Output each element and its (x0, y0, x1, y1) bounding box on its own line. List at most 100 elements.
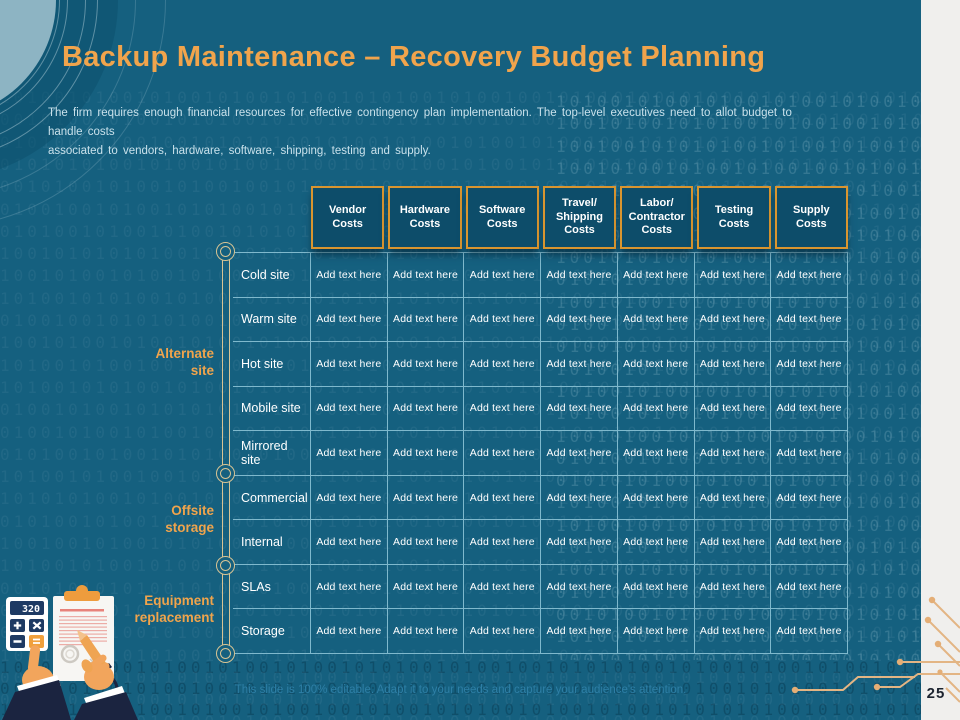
column-header-7: Supply Costs (774, 186, 848, 249)
table-cell-placeholder[interactable]: Add text here (694, 342, 772, 387)
table-cell-placeholder[interactable]: Add text here (771, 475, 848, 521)
timeline-line (222, 251, 230, 653)
budget-planning-illustration: 320 (2, 585, 138, 720)
row-label: Warm site (233, 297, 311, 343)
page-subtitle: The firm requires enough financial resou… (48, 104, 793, 161)
table-cell-placeholder[interactable]: Add text here (464, 386, 542, 432)
right-margin-strip (921, 0, 960, 720)
row-label: Internal (233, 520, 311, 565)
table-cell-placeholder[interactable]: Add text here (694, 564, 772, 610)
seal-stamp-icon (60, 644, 80, 664)
table-cell-placeholder[interactable]: Add text here (464, 431, 542, 476)
table-cell-placeholder[interactable]: Add text here (311, 520, 388, 565)
table-cell-placeholder[interactable]: Add text here (311, 253, 388, 298)
table-cell-placeholder[interactable]: Add text here (541, 297, 618, 343)
row-label: Storage (233, 609, 311, 654)
table-cell-placeholder[interactable]: Add text here (387, 475, 465, 521)
column-header-6: Testing Costs (697, 186, 771, 249)
table-cell-placeholder[interactable]: Add text here (541, 564, 618, 610)
table-cell-placeholder[interactable]: Add text here (771, 386, 848, 432)
group-label-3: Equipment replacement (134, 593, 214, 625)
table-cell-placeholder[interactable]: Add text here (541, 431, 618, 476)
page-title: Backup Maintenance – Recovery Budget Pla… (62, 41, 766, 73)
table-cell-placeholder[interactable]: Add text here (387, 564, 465, 610)
column-header-1: Vendor Costs (311, 186, 385, 249)
table-cell-placeholder[interactable]: Add text here (311, 609, 388, 654)
table-cell-placeholder[interactable]: Add text here (387, 520, 465, 565)
table-cell-placeholder[interactable]: Add text here (464, 297, 542, 343)
row-label: Commercial (233, 475, 311, 521)
table-cell-placeholder[interactable]: Add text here (694, 475, 772, 521)
table-cell-placeholder[interactable]: Add text here (311, 386, 388, 432)
table-cell-placeholder[interactable]: Add text here (541, 342, 618, 387)
table-cell-placeholder[interactable]: Add text here (771, 431, 848, 476)
row-label: Hot site (233, 342, 311, 387)
table-cell-placeholder[interactable]: Add text here (617, 253, 695, 298)
row-label: Mirrored site (233, 431, 311, 476)
writing-hand-icon (74, 654, 138, 720)
table-cell-placeholder[interactable]: Add text here (771, 342, 848, 387)
table-cell-placeholder[interactable]: Add text here (311, 431, 388, 476)
subtitle-line-2: associated to vendors, hardware, softwar… (48, 145, 431, 157)
table-cell-placeholder[interactable]: Add text here (541, 253, 618, 298)
table-cell-placeholder[interactable]: Add text here (311, 297, 388, 343)
column-header-3: Software Costs (465, 186, 539, 249)
row-label: Mobile site (233, 386, 311, 432)
table-cell-placeholder[interactable]: Add text here (617, 297, 695, 343)
subtitle-line-1: The firm requires enough financial resou… (48, 107, 792, 138)
table-cell-placeholder[interactable]: Add text here (694, 520, 772, 565)
footer-note: This slide is 100% editable. Adapt it to… (234, 684, 687, 696)
table-cell-placeholder[interactable]: Add text here (387, 253, 465, 298)
table-cell-placeholder[interactable]: Add text here (311, 564, 388, 610)
table-cell-placeholder[interactable]: Add text here (771, 520, 848, 565)
group-label-1: Alternate site (155, 346, 214, 378)
svg-text:320: 320 (22, 604, 40, 615)
table-cell-placeholder[interactable]: Add text here (541, 386, 618, 432)
group-label-2: Offsite storage (165, 503, 214, 535)
table-cell-placeholder[interactable]: Add text here (464, 609, 542, 654)
table-cell-placeholder[interactable]: Add text here (617, 564, 695, 610)
calculator-icon: 320 (6, 597, 48, 651)
table-header-row: Vendor Costs Hardware Costs Software Costs… (311, 186, 848, 249)
page-number: 25 (926, 685, 946, 702)
table-cell-placeholder[interactable]: Add text here (464, 342, 542, 387)
row-label: Cold site (233, 253, 311, 298)
column-header-5: Labor/ Contractor Costs (620, 186, 694, 249)
table-cell-placeholder[interactable]: Add text here (464, 564, 542, 610)
table-cell-placeholder[interactable]: Add text here (617, 386, 695, 432)
table-cell-placeholder[interactable]: Add text here (311, 475, 388, 521)
table-cell-placeholder[interactable]: Add text here (617, 342, 695, 387)
table-cell-placeholder[interactable]: Add text here (694, 609, 772, 654)
table-cell-placeholder[interactable]: Add text here (387, 342, 465, 387)
table-cell-placeholder[interactable]: Add text here (387, 297, 465, 343)
row-label: SLAs (233, 564, 311, 610)
table-cell-placeholder[interactable]: Add text here (541, 475, 618, 521)
table-cell-placeholder[interactable]: Add text here (771, 253, 848, 298)
column-header-2: Hardware Costs (388, 186, 462, 249)
table-cell-placeholder[interactable]: Add text here (617, 475, 695, 521)
table-cell-placeholder[interactable]: Add text here (541, 520, 618, 565)
table-cell-placeholder[interactable]: Add text here (694, 431, 772, 476)
table-cell-placeholder[interactable]: Add text here (464, 253, 542, 298)
table-cell-placeholder[interactable]: Add text here (771, 297, 848, 343)
table-cell-placeholder[interactable]: Add text here (311, 342, 388, 387)
table-cell-placeholder[interactable]: Add text here (771, 609, 848, 654)
table-cell-placeholder[interactable]: Add text here (387, 609, 465, 654)
table-cell-placeholder[interactable]: Add text here (617, 520, 695, 565)
table-cell-placeholder[interactable]: Add text here (387, 386, 465, 432)
table-cell-placeholder[interactable]: Add text here (694, 297, 772, 343)
table-cell-placeholder[interactable]: Add text here (464, 475, 542, 521)
table-cell-placeholder[interactable]: Add text here (387, 431, 465, 476)
table-cell-placeholder[interactable]: Add text here (694, 386, 772, 432)
table-cell-placeholder[interactable]: Add text here (617, 431, 695, 476)
table-cell-placeholder[interactable]: Add text here (464, 520, 542, 565)
pointing-hand-icon (2, 645, 71, 720)
slide-background: 1010010100101001010010100101010010100100… (0, 0, 921, 720)
table-cell-placeholder[interactable]: Add text here (694, 253, 772, 298)
budget-table-body: Cold site Add text here Add text here Add t… (233, 252, 848, 654)
table-cell-placeholder[interactable]: Add text here (771, 564, 848, 610)
column-header-4: Travel/ Shipping Costs (542, 186, 617, 249)
table-cell-placeholder[interactable]: Add text here (541, 609, 618, 654)
table-cell-placeholder[interactable]: Add text here (617, 609, 695, 654)
